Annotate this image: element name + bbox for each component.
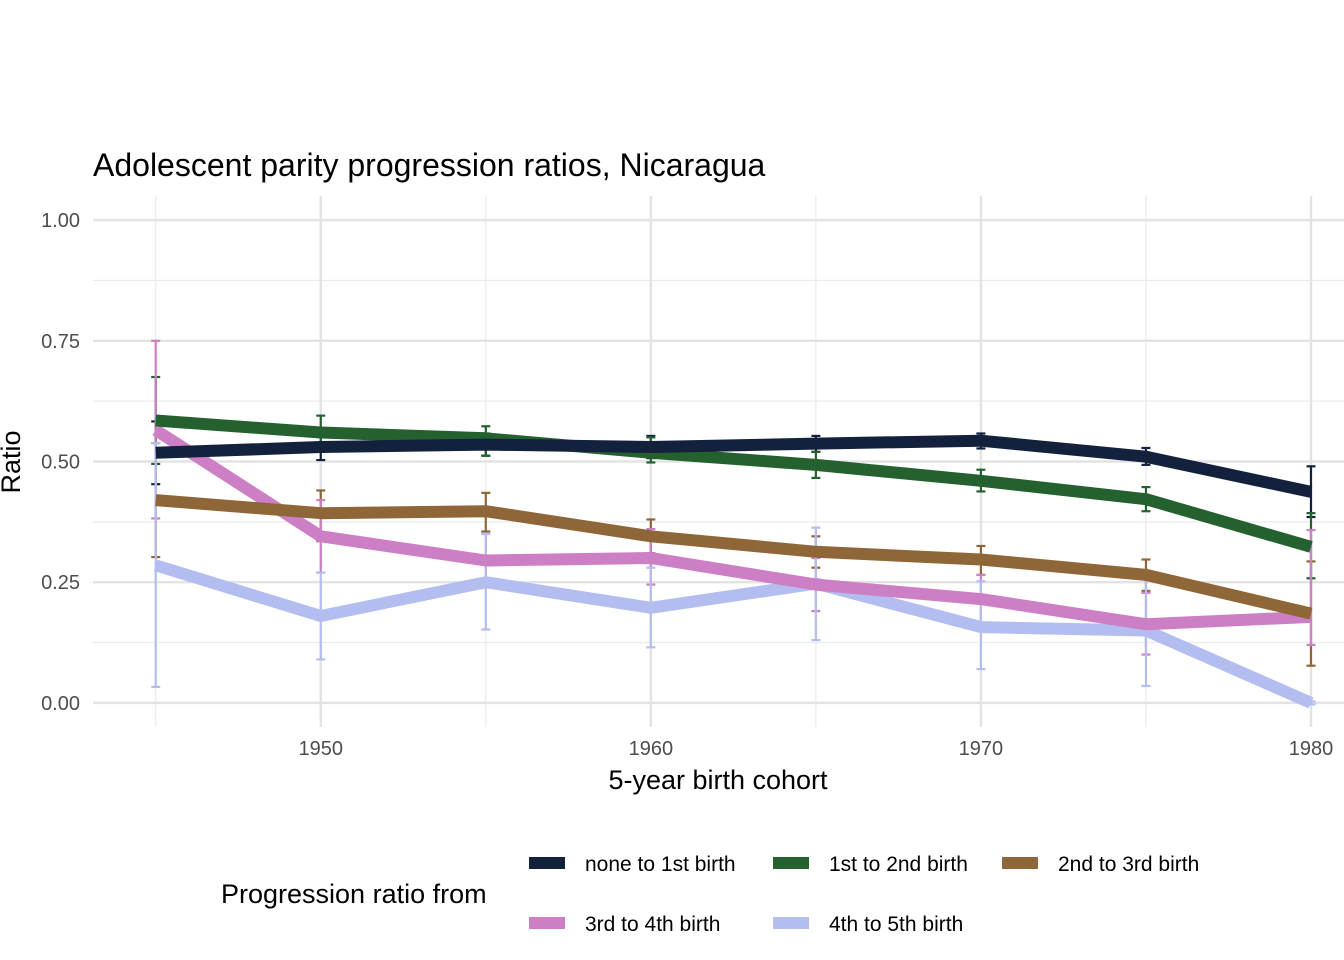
x-axis-title: 5-year birth cohort [608,765,828,795]
legend-key [1002,857,1038,869]
series-line [155,494,1313,620]
y-tick-label: 0.25 [41,572,80,594]
y-tick-label: 0.50 [41,452,80,474]
series-lines [152,414,1314,709]
legend-label: none to 1st birth [585,853,736,876]
y-tick-label: 1.00 [41,210,80,232]
legend-label: 1st to 2nd birth [829,853,968,876]
legend-label: 3rd to 4th birth [585,913,720,936]
legend-label: 2nd to 3rd birth [1058,853,1199,876]
legend-title: Progression ratio from [221,879,487,909]
x-axis-ticks: 1950 1960 1970 1980 [299,738,1334,760]
y-axis-title: Ratio [0,430,26,493]
series-line [152,425,1312,631]
y-tick-label: 0.00 [41,693,80,715]
error-bars [151,339,1316,706]
x-tick-label: 1970 [959,738,1004,760]
series-line [155,414,1313,553]
legend-key [529,917,565,929]
legend-item: 2nd to 3rd birth [1002,853,1199,876]
legend-label: 4th to 5th birth [829,913,963,936]
legend-key [529,857,565,869]
y-tick-label: 0.75 [41,331,80,353]
legend-item: none to 1st birth [529,853,736,876]
legend-item: 3rd to 4th birth [529,913,720,936]
x-tick-label: 1960 [629,738,674,760]
x-tick-label: 1980 [1289,738,1334,760]
series-line [153,559,1314,709]
legend: none to 1st birth 1st to 2nd birth 2nd to … [529,853,1199,936]
series-line [155,434,1313,498]
legend-item: 4th to 5th birth [773,913,963,936]
chart-title: Adolescent parity progression ratios, Ni… [93,147,766,183]
legend-item: 1st to 2nd birth [773,853,968,876]
x-tick-label: 1950 [299,738,344,760]
legend-key [773,857,809,869]
y-axis-ticks: 0.00 0.25 0.50 0.75 1.00 [41,210,80,715]
legend-key [773,917,809,929]
